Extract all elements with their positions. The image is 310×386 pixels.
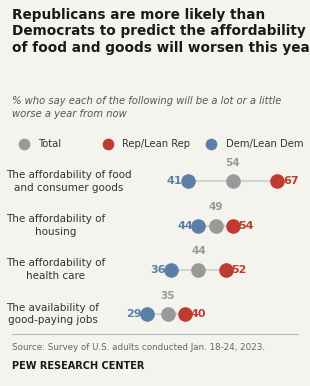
Text: The availability of
good-paying jobs: The availability of good-paying jobs	[6, 303, 99, 325]
Text: 54: 54	[225, 158, 240, 168]
Text: 29: 29	[126, 309, 141, 319]
Text: 44: 44	[191, 246, 206, 256]
Point	[230, 222, 235, 229]
Point	[144, 311, 149, 317]
Point	[213, 222, 218, 229]
Text: 49: 49	[208, 202, 223, 212]
Text: The affordability of
housing: The affordability of housing	[6, 214, 105, 237]
Text: 54: 54	[238, 220, 254, 230]
Point	[182, 311, 187, 317]
Text: 36: 36	[150, 265, 166, 275]
Point	[186, 178, 191, 185]
Text: 41: 41	[167, 176, 183, 186]
Point	[224, 267, 228, 273]
Point	[275, 178, 280, 185]
Text: 52: 52	[232, 265, 247, 275]
Point	[230, 178, 235, 185]
Text: PEW RESEARCH CENTER: PEW RESEARCH CENTER	[12, 361, 145, 371]
Text: % who say each of the following will be a lot or a little
worse a year from now: % who say each of the following will be …	[12, 96, 282, 119]
Text: 35: 35	[160, 291, 175, 301]
Text: Total: Total	[38, 139, 61, 149]
Text: 44: 44	[177, 220, 193, 230]
Point	[259, 44, 264, 50]
Point	[196, 267, 201, 273]
Text: Republicans are more likely than
Democrats to predict the affordability
of food : Republicans are more likely than Democra…	[12, 8, 310, 55]
Point	[169, 267, 174, 273]
Text: Source: Survey of U.S. adults conducted Jan. 18-24, 2023.: Source: Survey of U.S. adults conducted …	[12, 343, 265, 352]
Text: The affordability of food
and consumer goods: The affordability of food and consumer g…	[6, 170, 132, 193]
Text: Rep/Lean Rep: Rep/Lean Rep	[122, 139, 190, 149]
Text: Dem/Lean Dem: Dem/Lean Dem	[226, 139, 303, 149]
Text: The affordability of
health care: The affordability of health care	[6, 259, 105, 281]
Point	[165, 311, 170, 317]
Text: 40: 40	[190, 309, 206, 319]
Point	[196, 222, 201, 229]
Text: 67: 67	[283, 176, 299, 186]
